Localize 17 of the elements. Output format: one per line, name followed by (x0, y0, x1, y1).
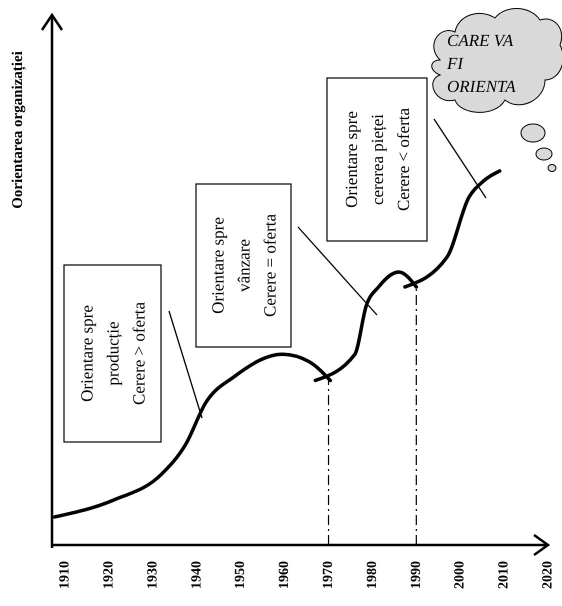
x-tick-label: 2010 (496, 561, 512, 589)
x-tick-label: 2000 (452, 561, 468, 589)
x-tick-label: 2020 (540, 561, 556, 589)
annotation: Orientare spre cererea pieței Cerere < oferta (342, 108, 413, 212)
x-tick-label: 1980 (364, 561, 380, 589)
x-tick-label: 1930 (145, 561, 160, 589)
x-tick-label: 1970 (321, 561, 336, 589)
x-tick-label: 1950 (233, 561, 248, 589)
x-tick-label: 1920 (102, 561, 117, 589)
x-tick-label: 1910 (58, 561, 73, 589)
annotation: Orientare spre producție Cerere > oferta (78, 302, 148, 406)
text: CARE VA FI ORIENTA (446, 31, 516, 96)
annotation: Orientare spre vânzare Cerere = oferta (208, 214, 280, 318)
y-axis-title: Oorientarea organizației (10, 51, 26, 209)
x-tick-label: 1990 (408, 561, 424, 589)
x-tick-label: 1960 (277, 561, 292, 589)
x-tick-label: 1940 (189, 561, 204, 589)
